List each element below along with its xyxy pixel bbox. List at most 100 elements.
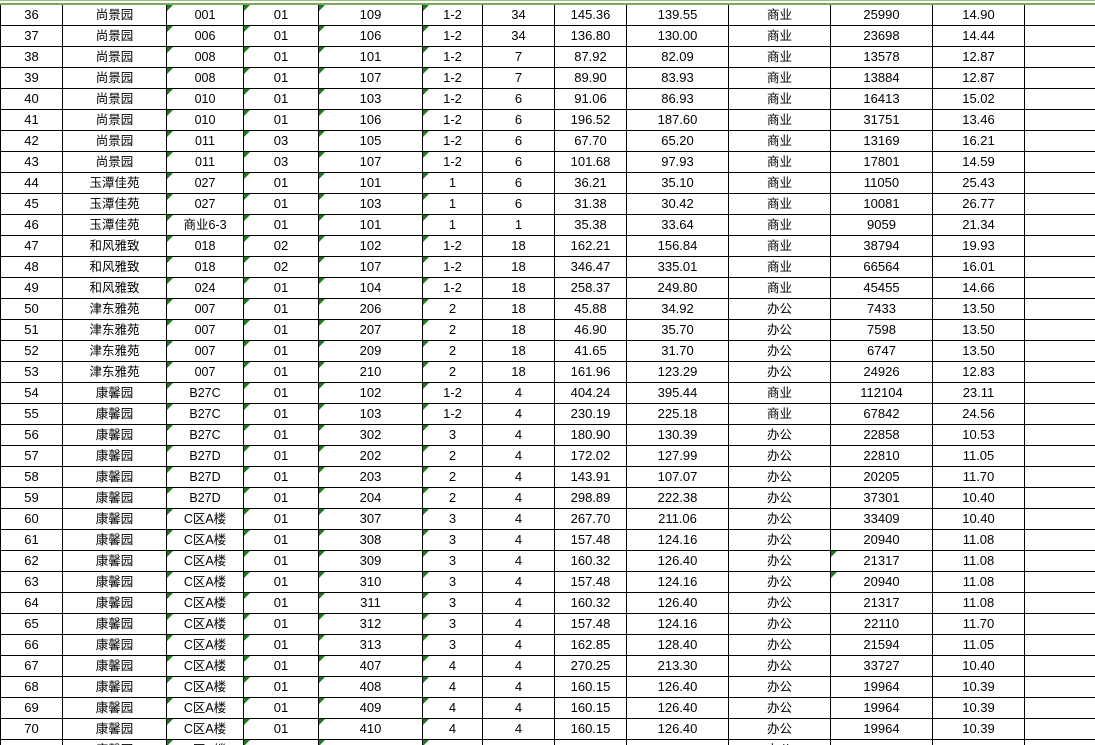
cell-unitpr[interactable]: 15.02	[932, 88, 1025, 110]
cell-idx[interactable]: 36	[0, 4, 63, 26]
cell-floor[interactable]: 1-2	[422, 25, 483, 47]
cell-proj[interactable]: 康馨园	[62, 634, 167, 656]
cell-total[interactable]: 4	[482, 424, 555, 446]
cell-unit[interactable]: 01	[243, 25, 319, 47]
cell-bldarea[interactable]: 160.32	[554, 592, 627, 614]
cell-bldarea[interactable]: 157.48	[554, 529, 627, 551]
cell-unitpr[interactable]: 13.50	[932, 298, 1025, 320]
cell-usearea[interactable]: 126.40	[626, 739, 729, 745]
cell-proj[interactable]: 和风雅致	[62, 277, 167, 299]
cell-type[interactable]: 办公	[728, 718, 831, 740]
cell-type[interactable]: 办公	[728, 571, 831, 593]
cell-bldg[interactable]: 018	[166, 256, 244, 278]
cell-floor[interactable]: 2	[422, 340, 483, 362]
cell-unit[interactable]: 01	[243, 697, 319, 719]
cell-bldarea[interactable]: 31.38	[554, 193, 627, 215]
cell-unit[interactable]: 01	[243, 277, 319, 299]
cell-price[interactable]: 17801	[830, 151, 933, 173]
cell-type[interactable]: 办公	[728, 676, 831, 698]
cell-usearea[interactable]: 249.80	[626, 277, 729, 299]
cell-total[interactable]: 4	[482, 697, 555, 719]
cell-total[interactable]: 6	[482, 172, 555, 194]
cell-bldarea[interactable]: 46.90	[554, 319, 627, 341]
cell-price[interactable]: 7433	[830, 298, 933, 320]
cell-blank[interactable]	[1024, 382, 1095, 404]
cell-bldg[interactable]: B27D	[166, 445, 244, 467]
cell-total[interactable]: 34	[482, 25, 555, 47]
cell-total[interactable]: 4	[482, 445, 555, 467]
cell-room[interactable]: 409	[318, 697, 423, 719]
cell-room[interactable]: 309	[318, 550, 423, 572]
cell-idx[interactable]: 43	[0, 151, 63, 173]
cell-blank[interactable]	[1024, 25, 1095, 47]
cell-bldarea[interactable]: 160.15	[554, 676, 627, 698]
table-row[interactable]: 43 尚景园 011 03 107 1-2 6 101.68 97.93 商业 17801 14.59	[0, 151, 1095, 173]
cell-type[interactable]: 商业	[728, 46, 831, 68]
cell-room[interactable]: 107	[318, 67, 423, 89]
cell-idx[interactable]: 39	[0, 67, 63, 89]
cell-room[interactable]: 101	[318, 172, 423, 194]
cell-bldarea[interactable]: 172.02	[554, 445, 627, 467]
cell-total[interactable]: 4	[482, 403, 555, 425]
cell-unit[interactable]: 03	[243, 151, 319, 173]
cell-bldarea[interactable]: 145.36	[554, 4, 627, 26]
cell-blank[interactable]	[1024, 193, 1095, 215]
cell-floor[interactable]: 1-2	[422, 403, 483, 425]
cell-room[interactable]: 102	[318, 235, 423, 257]
cell-room[interactable]: 107	[318, 151, 423, 173]
cell-unitpr[interactable]: 10.53	[932, 424, 1025, 446]
cell-bldg[interactable]: 018	[166, 235, 244, 257]
cell-type[interactable]: 商业	[728, 67, 831, 89]
cell-bldg[interactable]: B27D	[166, 487, 244, 509]
cell-unitpr[interactable]: 10.40	[932, 508, 1025, 530]
cell-total[interactable]: 18	[482, 256, 555, 278]
table-row[interactable]: 66 康馨园 C区A楼 01 313 3 4 162.85 128.40 办公 21594 11.05	[0, 634, 1095, 656]
cell-price[interactable]: 21594	[830, 634, 933, 656]
cell-price[interactable]: 67842	[830, 403, 933, 425]
cell-unitpr[interactable]: 11.05	[932, 634, 1025, 656]
cell-type[interactable]: 商业	[728, 235, 831, 257]
cell-idx[interactable]: 38	[0, 46, 63, 68]
cell-proj[interactable]: 津东雅苑	[62, 298, 167, 320]
cell-total[interactable]: 4	[482, 487, 555, 509]
cell-bldarea[interactable]: 161.96	[554, 361, 627, 383]
cell-usearea[interactable]: 30.42	[626, 193, 729, 215]
cell-usearea[interactable]: 211.06	[626, 508, 729, 530]
cell-unitpr[interactable]: 26.77	[932, 193, 1025, 215]
cell-bldg[interactable]: 007	[166, 298, 244, 320]
cell-floor[interactable]: 4	[422, 655, 483, 677]
cell-bldg[interactable]: C区A楼	[166, 529, 244, 551]
table-row[interactable]: 36 尚景园 001 01 109 1-2 34 145.36 139.55 商业 25990 14.…	[0, 4, 1095, 26]
cell-usearea[interactable]: 124.16	[626, 571, 729, 593]
cell-floor[interactable]: 1	[422, 193, 483, 215]
cell-unitpr[interactable]: 10.39	[932, 739, 1025, 745]
cell-room[interactable]: 107	[318, 256, 423, 278]
cell-idx[interactable]: 65	[0, 613, 63, 635]
cell-usearea[interactable]: 97.93	[626, 151, 729, 173]
cell-bldarea[interactable]: 258.37	[554, 277, 627, 299]
cell-idx[interactable]: 50	[0, 298, 63, 320]
cell-bldg[interactable]: C区A楼	[166, 655, 244, 677]
cell-bldarea[interactable]: 157.48	[554, 571, 627, 593]
cell-unit[interactable]: 01	[243, 739, 319, 745]
cell-proj[interactable]: 尚景园	[62, 4, 167, 26]
table-row[interactable]: 46 玉潭佳苑 商业6-3 01 101 1 1 35.38 33.64 商业 9059 21.34	[0, 214, 1095, 236]
cell-usearea[interactable]: 335.01	[626, 256, 729, 278]
cell-proj[interactable]: 尚景园	[62, 130, 167, 152]
table-row[interactable]: 57 康馨园 B27D 01 202 2 4 172.02 127.99 办公 22810 11.05	[0, 445, 1095, 467]
cell-idx[interactable]: 58	[0, 466, 63, 488]
cell-blank[interactable]	[1024, 655, 1095, 677]
cell-bldarea[interactable]: 162.21	[554, 235, 627, 257]
cell-price[interactable]: 112104	[830, 382, 933, 404]
cell-floor[interactable]: 1-2	[422, 256, 483, 278]
cell-bldarea[interactable]: 157.48	[554, 613, 627, 635]
cell-total[interactable]: 18	[482, 340, 555, 362]
cell-idx[interactable]: 71	[0, 739, 63, 745]
cell-room[interactable]: 311	[318, 592, 423, 614]
cell-usearea[interactable]: 124.16	[626, 613, 729, 635]
table-row[interactable]: 47 和风雅致 018 02 102 1-2 18 162.21 156.84 商业 38794 19…	[0, 235, 1095, 257]
cell-proj[interactable]: 和风雅致	[62, 235, 167, 257]
cell-room[interactable]: 203	[318, 466, 423, 488]
cell-idx[interactable]: 48	[0, 256, 63, 278]
